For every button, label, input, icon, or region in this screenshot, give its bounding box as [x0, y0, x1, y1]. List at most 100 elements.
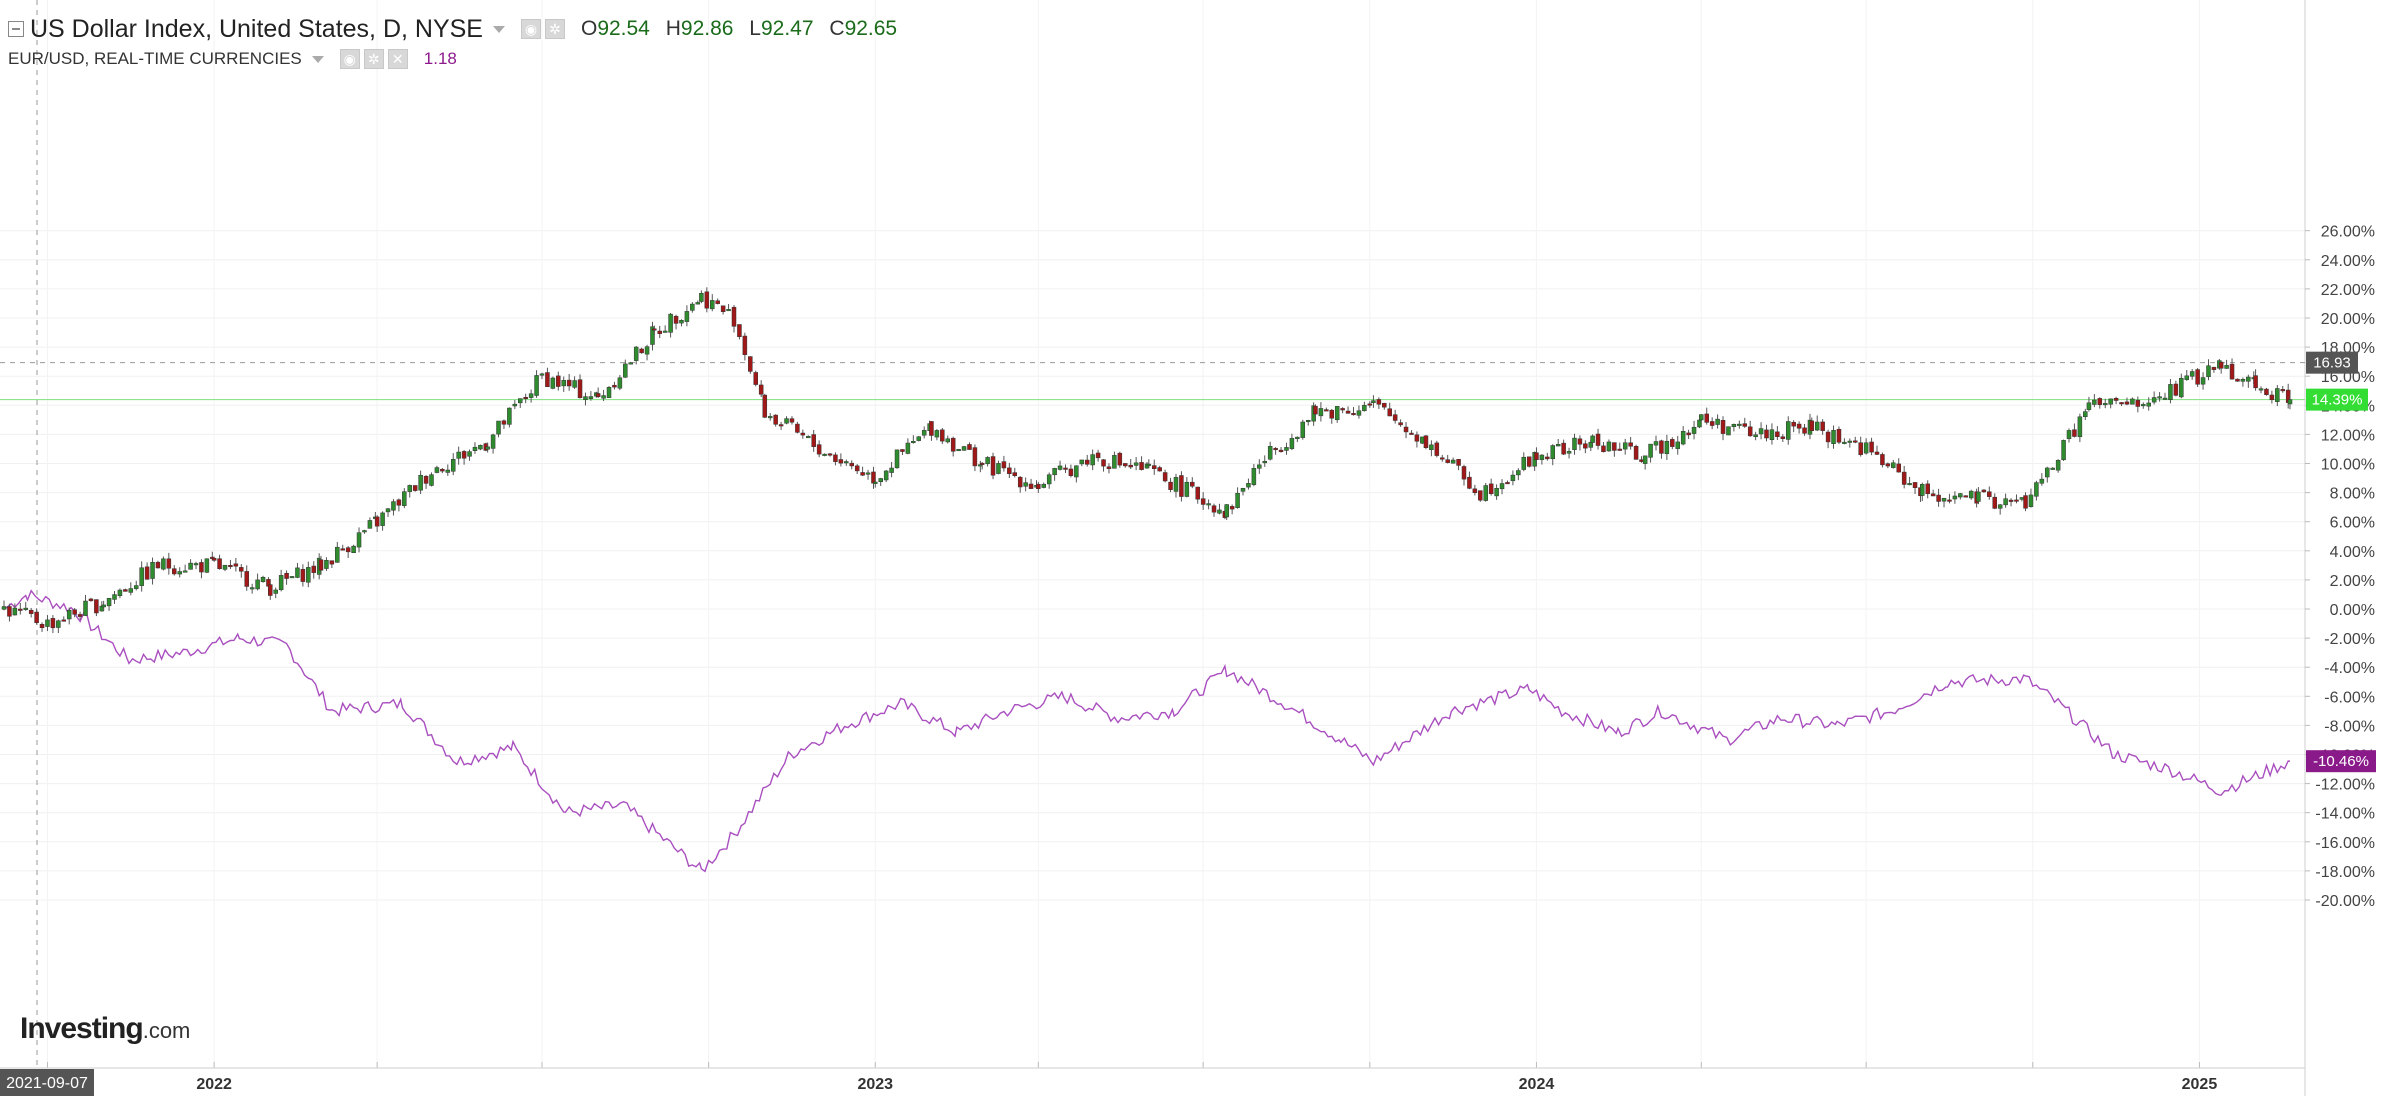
- candle: [518, 398, 523, 408]
- candle-body: [2269, 394, 2275, 401]
- candle-body: [2229, 363, 2235, 380]
- candle: [2269, 390, 2275, 404]
- candle-body: [612, 384, 617, 388]
- candle-body: [1720, 420, 1726, 434]
- candle: [1869, 437, 1874, 456]
- candle: [833, 452, 838, 466]
- overlay-chevron-down-icon[interactable]: [311, 55, 324, 63]
- candle-body: [1785, 421, 1791, 440]
- candle-body: [1555, 444, 1561, 447]
- candle-body: [806, 436, 811, 439]
- candle-body: [684, 311, 690, 322]
- candle: [2124, 397, 2130, 406]
- candle-body: [1229, 506, 1235, 510]
- candle: [748, 356, 753, 374]
- settings-gear-icon[interactable]: ✲: [544, 19, 565, 39]
- candle-body: [1313, 405, 1318, 415]
- candle-body: [2083, 411, 2088, 418]
- candle-body: [1278, 449, 1284, 453]
- candle: [166, 552, 172, 575]
- candle-body: [921, 430, 927, 436]
- candle: [2034, 480, 2039, 501]
- candle: [1891, 459, 1896, 469]
- candle-body: [351, 545, 356, 553]
- candle: [2097, 397, 2103, 409]
- candle: [577, 374, 583, 399]
- candle-body: [1371, 400, 1376, 403]
- candle: [188, 559, 193, 570]
- candle-body: [860, 472, 865, 476]
- candle: [1398, 419, 1403, 427]
- candle: [1300, 419, 1306, 440]
- candle: [1068, 464, 1074, 478]
- candle-body: [1642, 455, 1648, 464]
- candle: [418, 470, 423, 495]
- overlay-visibility-icon[interactable]: ◉: [339, 49, 360, 69]
- candle: [1217, 503, 1222, 515]
- candle: [1907, 476, 1912, 486]
- candle: [150, 557, 155, 585]
- candle-body: [2157, 396, 2162, 399]
- candle: [356, 527, 362, 553]
- candle-body: [1874, 451, 1880, 455]
- candle: [193, 561, 199, 570]
- candle-body: [767, 416, 773, 419]
- candle-body: [2184, 375, 2189, 380]
- candle-body: [873, 481, 878, 484]
- close-label: C: [829, 17, 845, 40]
- candle: [2200, 372, 2206, 390]
- candle-body: [2173, 383, 2179, 396]
- candle: [2108, 398, 2113, 409]
- overlay-close-icon[interactable]: ✕: [387, 49, 408, 69]
- candle: [222, 564, 228, 572]
- y-tick-label: 0.00%: [2330, 602, 2375, 619]
- candle: [1920, 482, 1925, 502]
- candle-body: [1952, 495, 1958, 500]
- candle: [1997, 503, 2003, 515]
- candle: [2173, 380, 2179, 397]
- close-value: 92.65: [844, 17, 898, 40]
- y-tick-label: 20.00%: [2321, 311, 2375, 328]
- price-scale-labels: 26.00%24.00%22.00%20.00%18.00%16.00%14.0…: [2305, 224, 2375, 910]
- candle-body: [1936, 494, 1941, 502]
- collapse-legend-icon[interactable]: [8, 21, 24, 37]
- candle: [1550, 444, 1556, 466]
- candle-body: [1968, 490, 1974, 499]
- candle-body: [1179, 475, 1184, 497]
- candle-body: [467, 451, 472, 457]
- candle-body: [1240, 487, 1246, 492]
- candle-body: [233, 563, 239, 567]
- candle: [1429, 440, 1434, 457]
- candle-body: [2179, 377, 2184, 398]
- candle-body: [1617, 448, 1623, 451]
- candle: [429, 472, 434, 487]
- candle: [28, 607, 34, 618]
- candle-body: [1606, 441, 1612, 452]
- candle-body: [650, 326, 655, 345]
- visibility-icon[interactable]: ◉: [520, 19, 541, 39]
- overlay-settings-icon[interactable]: ✲: [363, 49, 384, 69]
- candle: [679, 319, 684, 327]
- candle: [1128, 458, 1133, 470]
- chevron-down-icon[interactable]: [492, 25, 505, 33]
- candle-body: [423, 475, 429, 484]
- candle: [1742, 417, 1748, 428]
- candle-body: [66, 609, 72, 620]
- candle: [1387, 402, 1392, 417]
- candle: [773, 414, 778, 427]
- candle-body: [583, 396, 588, 400]
- candle: [1235, 487, 1240, 509]
- candle-body: [1920, 484, 1925, 496]
- candle-body: [150, 562, 155, 579]
- candle-body: [2218, 361, 2224, 369]
- candle: [767, 413, 773, 421]
- candle: [534, 370, 539, 398]
- y-tick-label: -20.00%: [2315, 893, 2375, 910]
- candle: [2083, 408, 2088, 421]
- candle: [380, 511, 385, 531]
- candle-body: [1521, 456, 1527, 470]
- candle-body: [1206, 503, 1211, 506]
- candle-body: [1184, 481, 1190, 497]
- candle: [1648, 443, 1653, 463]
